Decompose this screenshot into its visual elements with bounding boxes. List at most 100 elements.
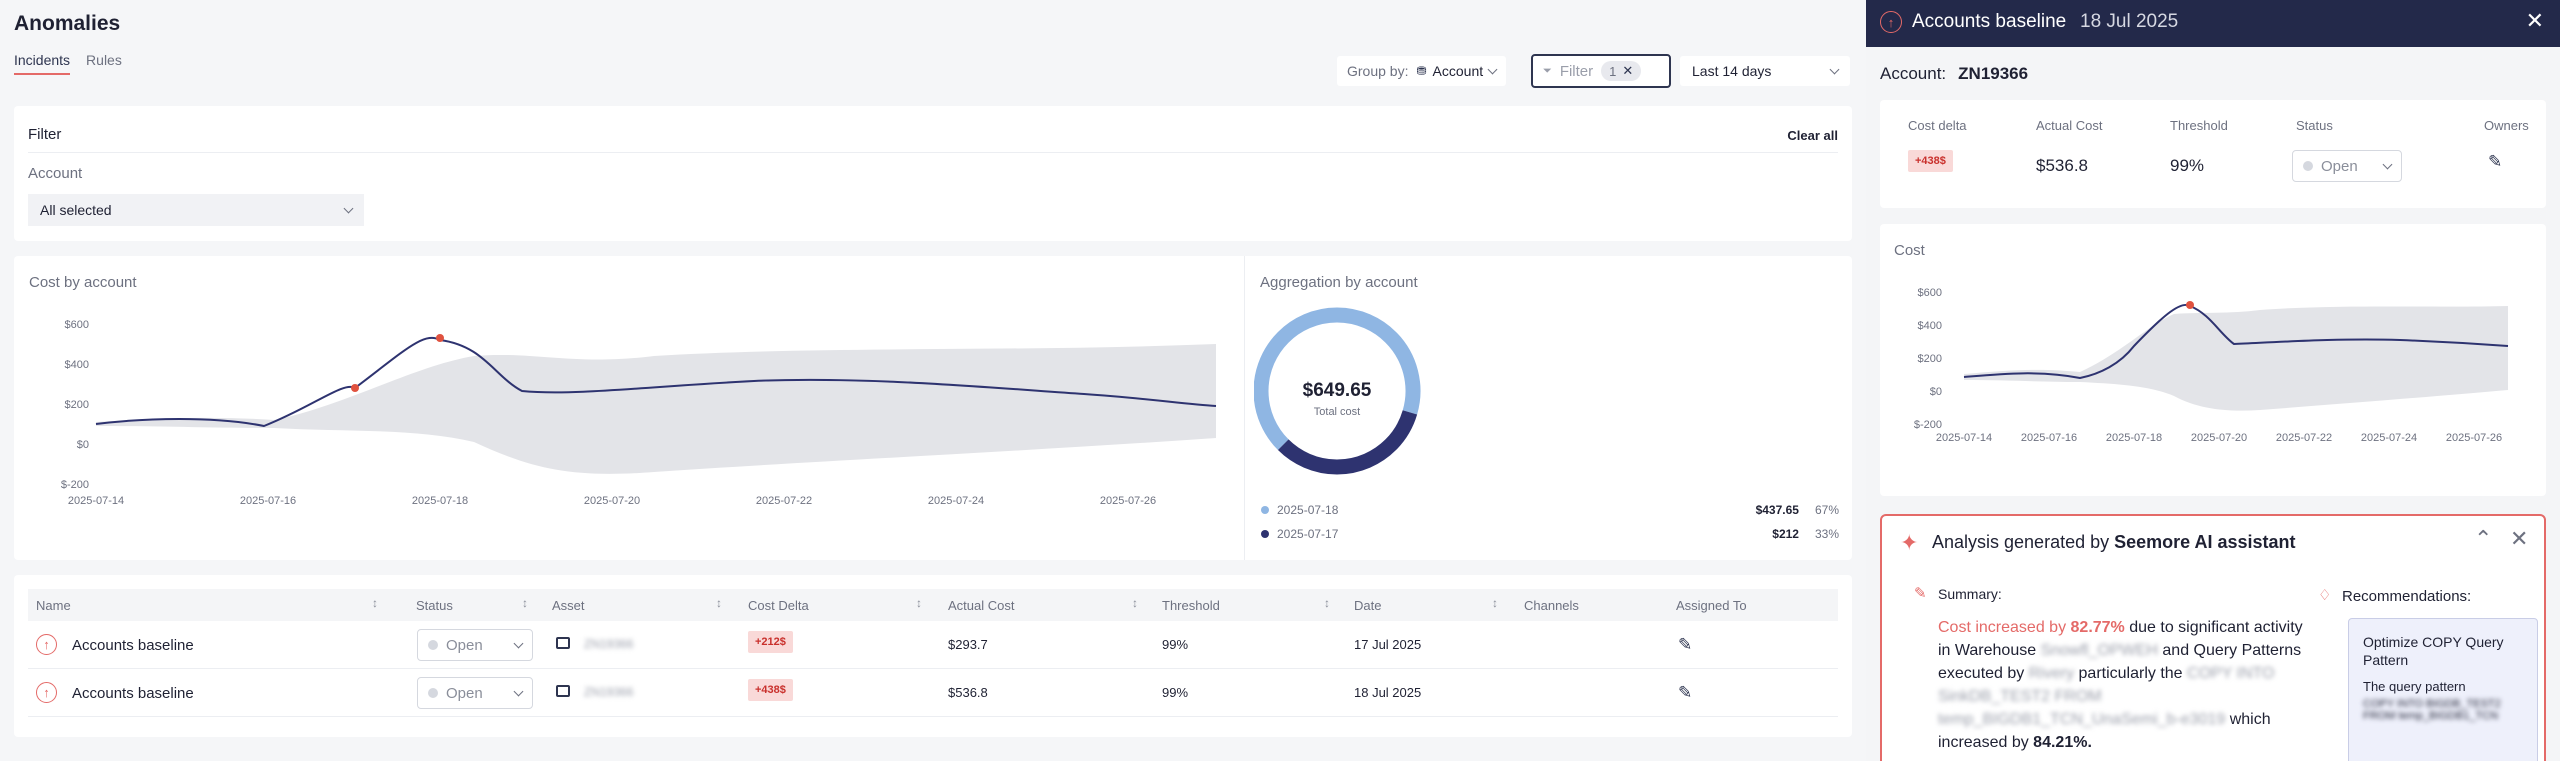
col-threshold[interactable]: Threshold [1162, 598, 1220, 613]
filter-button[interactable]: ⏷ Filter 1 ✕ [1531, 54, 1671, 88]
row-name[interactable]: Accounts baseline [72, 685, 194, 702]
anomaly-point[interactable] [2186, 301, 2194, 309]
legend-label: 2025-07-18 [1277, 503, 1339, 517]
anomaly-point[interactable] [351, 384, 359, 392]
close-icon[interactable]: ✕ [2525, 8, 2544, 33]
recommendation-title: Optimize COPY Query Pattern [2363, 634, 2504, 668]
date-range-select[interactable]: Last 14 days [1680, 56, 1850, 86]
sort-icon[interactable]: ↕ [1324, 596, 1330, 610]
chevron-down-icon [1829, 64, 1840, 74]
sort-icon[interactable]: ↕ [1492, 596, 1498, 610]
cost-card: Cost $600 $400 $200 $0 $-200 2025-07-14 … [1880, 224, 2546, 496]
col-status[interactable]: Status [416, 598, 453, 613]
status-dot [2303, 161, 2313, 171]
aggregation-legend: 2025-07-18 $437.65 67% 2025-07-17 $212 3… [1261, 498, 1839, 546]
briefcase-icon [556, 685, 570, 697]
account-filter-label: Account [28, 165, 83, 182]
briefcase-icon [556, 637, 570, 649]
col-date[interactable]: Date [1354, 598, 1382, 613]
col-asset[interactable]: Asset [552, 598, 585, 613]
summary-part: which increased by [1938, 711, 2271, 751]
sort-icon[interactable]: ↕ [916, 596, 922, 610]
row-asset: ZN19366 [584, 685, 634, 699]
summary-header: Status [2296, 118, 2333, 133]
delta-badge: +438$ [748, 679, 793, 701]
account-filter-select[interactable]: All selected [28, 194, 364, 226]
cost-chart: $600 $400 $200 $0 $-200 2025-07-14 2025-… [61, 319, 1217, 507]
panel-date: 18 Jul 2025 [2080, 11, 2179, 32]
row-actual-cost: $536.8 [948, 685, 988, 700]
account-line: Account: ZN19366 [1880, 64, 2028, 84]
legend-label: 2025-07-17 [1277, 527, 1339, 541]
groupby-select[interactable]: Group by: ⛃ Account [1337, 56, 1507, 86]
chevron-down-icon [513, 638, 524, 648]
filter-count: 1 [1609, 63, 1617, 79]
pencil-icon[interactable]: ✎ [1678, 635, 1693, 654]
cost-line [95, 336, 1217, 428]
incident-detail-panel: ↑ Accounts baseline 18 Jul 2025 ✕ Accoun… [1866, 0, 2560, 761]
recommendation-query: COPY INTO BIGDB_TEST2 FROM temp_BIGDB1_T… [2363, 698, 2501, 722]
recommendation-card[interactable]: Optimize COPY Query Pattern The query pa… [2348, 618, 2538, 761]
status-select[interactable]: Open [417, 629, 533, 661]
x-tick: 2025-07-14 [68, 495, 124, 507]
summary-part: Cost increased by [1938, 619, 2067, 636]
row-threshold: 99% [1162, 637, 1189, 652]
collapse-icon[interactable]: ⌃ [2474, 526, 2493, 551]
col-actual-cost[interactable]: Actual Cost [948, 598, 1015, 613]
table-row[interactable]: ↑ Accounts baseline Open ZN19366 +212$ $… [28, 621, 1838, 669]
summary-text: Cost increased by 82.77% due to signific… [1938, 616, 2314, 754]
sort-icon[interactable]: ↕ [1132, 596, 1138, 610]
summary-part: and Query Patterns executed by [1938, 642, 2302, 682]
legend-item: 2025-07-17 $212 33% [1261, 522, 1839, 546]
close-icon[interactable]: ✕ [1622, 63, 1634, 78]
sort-icon[interactable]: ↕ [522, 596, 528, 610]
tab-incidents[interactable]: Incidents [14, 52, 71, 75]
summary-header: Owners [2484, 118, 2529, 133]
y-tick: $-200 [1914, 419, 1942, 431]
x-tick: 2025-07-22 [756, 495, 812, 507]
filter-icon: ⏷ [1543, 64, 1552, 77]
page-title: Anomalies [14, 12, 121, 35]
confidence-band [1964, 306, 2508, 411]
query-pattern: COPY INTO SinkDB_TEST2 FROM temp_BIGDB1_… [1938, 665, 2275, 728]
anomaly-point[interactable] [436, 334, 444, 342]
row-date: 17 Jul 2025 [1354, 637, 1422, 652]
arrow-up-icon: ↑ [36, 682, 57, 703]
row-name[interactable]: Accounts baseline [72, 637, 194, 654]
donut-total-label: Total cost [1314, 406, 1360, 418]
tab-rules[interactable]: Rules [86, 52, 122, 68]
x-tick: 2025-07-26 [1100, 495, 1156, 507]
pencil-icon[interactable]: ✎ [1678, 683, 1693, 702]
panel-title: Accounts baseline [1912, 11, 2067, 32]
account-icon: ⛃ [1416, 64, 1427, 78]
sort-icon[interactable]: ↕ [372, 596, 378, 610]
summary-part: due to significant activity in Warehouse [1938, 619, 2303, 659]
status-select[interactable]: Open [417, 677, 533, 709]
y-tick: $-200 [61, 479, 89, 491]
clear-all-button[interactable]: Clear all [1787, 128, 1838, 143]
x-tick: 2025-07-20 [584, 495, 640, 507]
confidence-band [96, 344, 1216, 474]
sparkle-icon: ✦ [1900, 530, 1919, 555]
status-select[interactable]: Open [2292, 150, 2402, 182]
y-tick: $0 [1930, 386, 1942, 398]
delta-badge: +212$ [748, 631, 793, 653]
x-tick: 2025-07-14 [1936, 432, 1992, 444]
y-tick: $0 [77, 439, 89, 451]
main-area: Anomalies Incidents Rules Group by: ⛃ Ac… [14, 12, 1850, 717]
col-cost-delta[interactable]: Cost Delta [748, 598, 809, 613]
table-header: Name ↕ Status ↕ Asset ↕ Cost Delta ↕ Act… [28, 589, 1838, 621]
date-range-value: Last 14 days [1692, 63, 1772, 79]
panel-header: ↑ Accounts baseline 18 Jul 2025 ✕ [1866, 0, 2560, 47]
filter-label: Filter [1559, 62, 1594, 80]
summary-card: Cost delta Actual Cost Threshold Status … [1880, 100, 2546, 208]
sort-icon[interactable]: ↕ [716, 596, 722, 610]
donut-slice-2 [1254, 307, 1421, 475]
table-row[interactable]: ↑ Accounts baseline Open ZN19366 +438$ $… [28, 669, 1838, 717]
close-icon[interactable]: ✕ [2510, 526, 2529, 551]
y-tick: $600 [65, 319, 89, 331]
col-name[interactable]: Name [36, 598, 71, 613]
y-tick: $200 [1918, 353, 1942, 365]
x-tick: 2025-07-20 [2191, 432, 2247, 444]
pencil-icon[interactable]: ✎ [2488, 152, 2503, 171]
